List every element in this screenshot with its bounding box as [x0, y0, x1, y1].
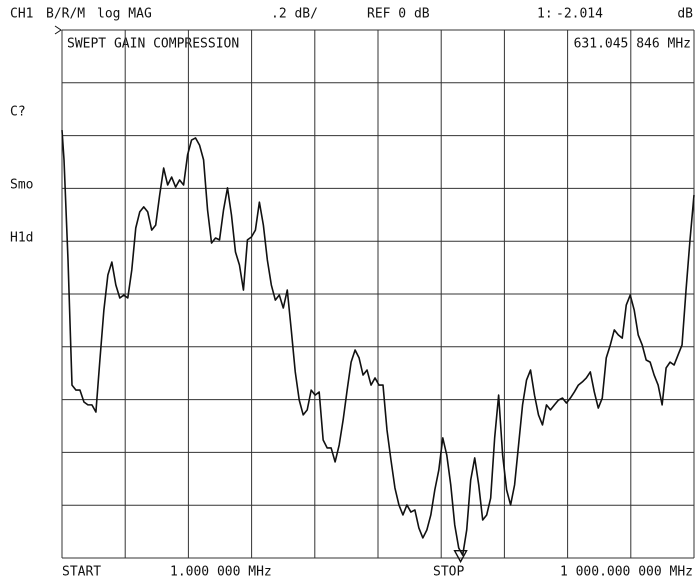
reference-pointer — [54, 25, 62, 35]
trace — [61, 130, 695, 556]
stop-label: STOP — [433, 565, 464, 580]
chart-title: SWEPT GAIN COMPRESSION — [67, 37, 239, 52]
start-value: 1.000 000 MHz — [170, 565, 272, 580]
stop-value: 1 000.000 000 MHz — [560, 565, 693, 580]
marker-unit: dB — [677, 7, 693, 22]
softkey-label: C? — [10, 105, 26, 120]
softkey-label: Smo — [10, 178, 33, 193]
scale: .2 dB/ — [271, 7, 318, 22]
format: log MAG — [97, 7, 152, 22]
marker-value: -2.014 — [556, 7, 603, 22]
start-label: START — [62, 565, 101, 580]
softkey-label: H1d — [10, 231, 33, 246]
marker-frequency: 631.045 846 MHz — [574, 37, 691, 52]
measurement: B/R/M — [46, 7, 85, 22]
reference: REF 0 dB — [367, 7, 430, 22]
channel: CH1 — [10, 7, 33, 22]
marker — [453, 549, 468, 564]
marker-number: 1: — [537, 7, 553, 22]
